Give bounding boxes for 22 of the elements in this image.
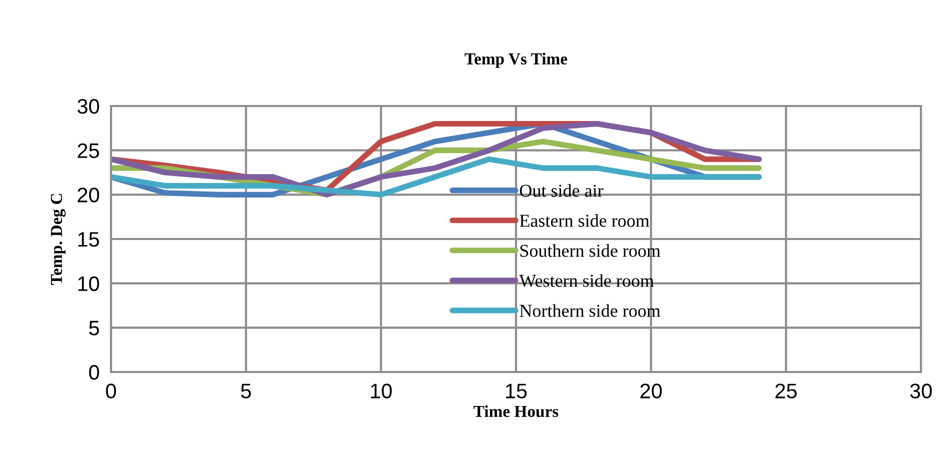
y-tick-label: 5 [89,320,100,336]
y-tick-label: 25 [78,143,100,158]
legend-label: Northern side room [520,304,660,317]
x-tick-label: 10 [371,384,392,398]
x-axis-title: Time Hours [474,405,558,418]
legend-label: Out side air [520,184,604,197]
chart-title: Temp Vs Time [464,52,568,68]
x-tick-label: 20 [640,384,662,398]
y-tick-label: 30 [78,99,100,114]
legend-label: Eastern side room [520,214,650,227]
y-tick-label: 0 [89,365,100,380]
x-tick-label: 15 [506,384,527,398]
y-tick-label: 10 [78,276,100,292]
x-tick-label: 5 [241,384,251,398]
y-axis-title: Temp. Deg C [50,194,66,285]
x-tick-label: 25 [775,384,797,398]
y-tick-label: 20 [78,188,100,202]
legend-label: Western side room [519,274,654,287]
legend-label: Southern side room [520,244,660,257]
x-tick-label: 30 [910,384,932,398]
y-tick-label: 15 [78,232,100,247]
x-tick-label: 0 [106,384,116,398]
